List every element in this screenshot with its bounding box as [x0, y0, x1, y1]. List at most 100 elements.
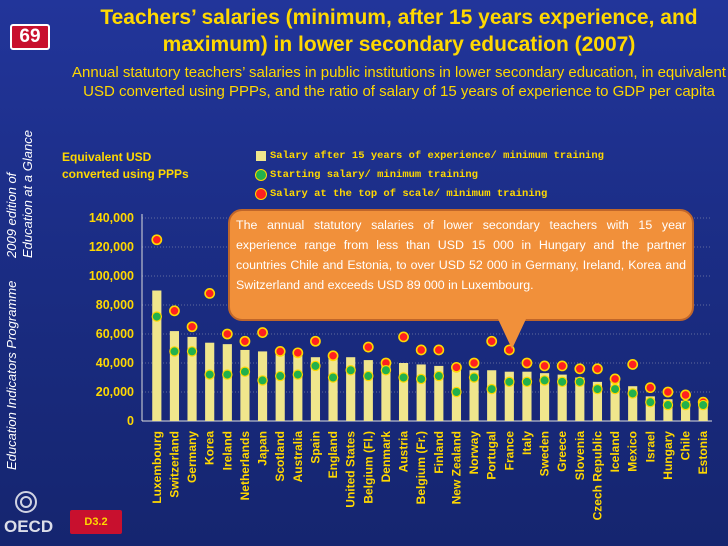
bar-15yr: [169, 331, 180, 421]
dot-top-scale: [486, 335, 498, 347]
bar-15yr: [310, 357, 321, 421]
x-category-label: Austria: [397, 431, 411, 473]
dot-top-scale: [362, 341, 374, 353]
dot-top-scale: [451, 361, 462, 373]
dot-top-scale: [310, 335, 321, 347]
dot-starting: [433, 370, 445, 382]
dot-top-scale: [574, 363, 586, 375]
oecd-logo-text: OECD: [4, 517, 53, 536]
x-category-label: Sweden: [538, 431, 552, 476]
legend-swatch-green-dot: [256, 170, 266, 180]
bar-15yr: [240, 349, 250, 421]
dot-top-scale: [186, 321, 198, 333]
x-category-label: Mexico: [626, 431, 640, 472]
dot-top-scale: [644, 382, 656, 394]
callout-text: The annual statutory salaries of lower s…: [236, 218, 686, 292]
bar-15yr: [257, 351, 268, 421]
dot-starting: [204, 369, 215, 380]
y-tick-label: 20,000: [96, 385, 134, 399]
x-category-label: Israel: [643, 431, 657, 462]
callout-box: The annual statutory salaries of lower s…: [228, 209, 694, 321]
x-category-label: Japan: [256, 431, 270, 466]
bar-15yr: [222, 344, 232, 421]
dot-top-scale: [556, 360, 568, 372]
dot-starting: [468, 372, 480, 383]
dot-top-scale: [239, 335, 251, 347]
dot-top-scale: [680, 389, 691, 401]
x-category-label: Korea: [203, 431, 217, 465]
dot-top-scale: [292, 347, 304, 359]
bar-15yr: [328, 357, 338, 421]
x-category-label: Ireland: [220, 431, 234, 470]
bar-15yr: [363, 360, 373, 421]
bar-15yr: [610, 381, 620, 421]
dot-starting: [345, 365, 356, 376]
x-category-label: Luxembourg: [150, 431, 164, 504]
dot-starting: [327, 372, 339, 383]
dot-top-scale: [204, 287, 216, 299]
bar-15yr: [487, 370, 497, 421]
bar-15yr: [539, 373, 550, 421]
dot-starting: [292, 369, 304, 380]
dot-starting: [662, 399, 674, 411]
dot-starting: [257, 375, 268, 386]
legend-label-top: Salary at the top of scale/ minimum trai…: [270, 188, 548, 200]
x-category-label: France: [502, 431, 516, 471]
dot-starting: [415, 373, 427, 385]
x-category-label: New Zealand: [449, 431, 463, 504]
chart-title: Teachers’ salaries (minimum, after 15 ye…: [100, 6, 698, 56]
dot-top-scale: [274, 345, 286, 357]
legend-swatch-red-dot: [256, 189, 266, 199]
bar-15yr: [557, 374, 567, 421]
x-category-label: Scotland: [273, 431, 287, 482]
bar-15yr: [698, 403, 708, 421]
bar-15yr: [416, 364, 426, 421]
x-category-label: Belgium (Fl.): [361, 431, 375, 504]
oecd-logo: OECD: [4, 491, 53, 536]
dot-top-scale: [415, 344, 427, 356]
indicator-tag: D3.2: [70, 510, 122, 534]
bar-15yr: [187, 336, 197, 421]
dot-starting: [645, 396, 656, 408]
x-category-label: Denmark: [379, 431, 393, 483]
legend-label-15yr: Salary after 15 years of experience/ min…: [270, 150, 604, 162]
dot-top-scale: [327, 350, 339, 362]
dot-starting: [486, 383, 497, 395]
y-tick-label: 120,000: [89, 240, 134, 254]
bar-15yr: [592, 381, 603, 421]
bar-15yr: [275, 354, 285, 421]
dot-starting: [627, 388, 638, 399]
dot-starting: [151, 311, 163, 322]
legend: Salary after 15 years of experience/ min…: [256, 147, 696, 204]
dot-top-scale: [257, 327, 268, 338]
x-category-label: Australia: [291, 431, 305, 483]
x-category-label: Hungary: [661, 431, 675, 480]
y-tick-label: 140,000: [89, 211, 134, 225]
dot-starting: [222, 369, 233, 380]
y-tick-label: 60,000: [96, 327, 134, 341]
x-category-label: United States: [344, 431, 358, 508]
legend-swatch-bar: [256, 151, 266, 161]
y-axis-label: Equivalent USD converted using PPPs: [62, 150, 189, 181]
x-category-label: England: [326, 431, 340, 478]
legend-item-starting: Starting salary/ minimum training: [256, 166, 696, 185]
dot-top-scale: [433, 344, 445, 356]
x-category-label: Slovenia: [573, 431, 587, 481]
dot-starting: [363, 370, 374, 382]
dot-starting: [609, 383, 621, 395]
legend-label-starting: Starting salary/ minimum training: [270, 169, 478, 181]
y-tick-label: 40,000: [96, 356, 134, 370]
dot-starting: [521, 376, 533, 388]
x-category-label: Germany: [185, 431, 199, 483]
legend-item-15yr: Salary after 15 years of experience/ min…: [256, 147, 696, 166]
bar-15yr: [645, 396, 655, 421]
x-category-label: Belgium (Fr.): [414, 431, 428, 504]
x-category-label: Chile: [679, 431, 693, 461]
dot-starting: [556, 376, 568, 388]
dot-top-scale: [398, 331, 409, 343]
bar-15yr: [346, 357, 356, 421]
dot-starting: [274, 370, 286, 382]
dot-starting: [451, 386, 462, 398]
dot-starting: [592, 383, 603, 395]
